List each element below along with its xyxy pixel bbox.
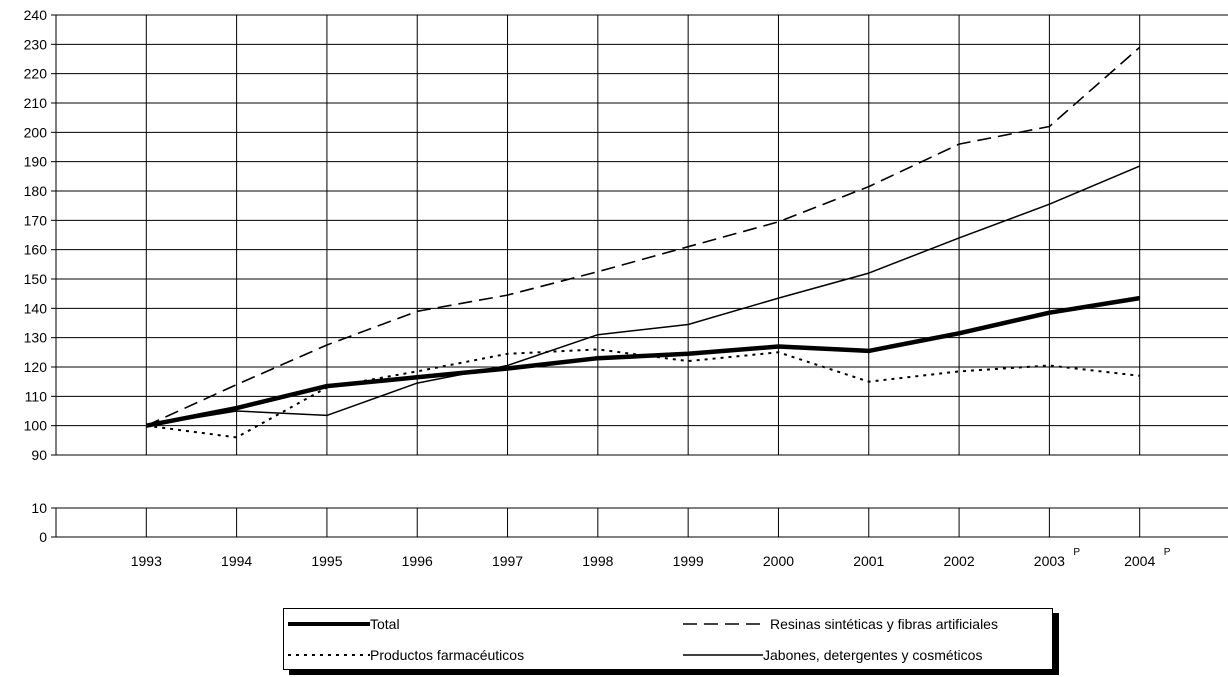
x-tick-label: 2004 <box>1124 553 1155 569</box>
y-tick-label: 200 <box>24 124 48 140</box>
y-tick-label-lower: 10 <box>31 500 47 516</box>
x-tick-label: 1993 <box>131 553 162 569</box>
x-tick-label: 2000 <box>763 553 794 569</box>
series-line-jabones-detergentes-y-cosmeticos <box>146 165 1140 427</box>
legend: Total Resinas sintéticas y fibras artifi… <box>283 608 1053 670</box>
y-tick-label: 160 <box>24 242 48 258</box>
legend-swatch-resinas <box>683 623 765 625</box>
tick-labels: 9010011012013014015016017018019020021022… <box>24 7 1171 569</box>
y-tick-label-lower: 0 <box>39 529 47 545</box>
y-tick-label: 140 <box>24 300 48 316</box>
y-tick-label: 190 <box>24 154 48 170</box>
x-tick-label: 2003 <box>1034 553 1065 569</box>
y-tick-label: 240 <box>24 7 48 23</box>
line-chart: 9010011012013014015016017018019020021022… <box>24 7 1228 569</box>
y-tick-label: 210 <box>24 95 48 111</box>
series-group <box>145 46 1141 439</box>
y-tick-label: 150 <box>24 271 48 287</box>
y-tick-label: 220 <box>24 66 48 82</box>
x-tick-label: 1996 <box>402 553 433 569</box>
legend-item-farmaceuticos: Productos farmacéuticos <box>288 643 524 667</box>
x-tick-label: 2001 <box>853 553 884 569</box>
series-line-resinas-sinteticas-y-fibras-artificiales <box>145 46 1141 427</box>
y-tick-label: 90 <box>31 447 47 463</box>
grid <box>56 14 1228 538</box>
legend-item-resinas: Resinas sintéticas y fibras artificiales <box>681 612 998 636</box>
y-tick-label: 100 <box>24 418 48 434</box>
legend-swatch-farmaceuticos <box>288 654 370 656</box>
legend-label-jabones: Jabones, detergentes y cosméticos <box>763 647 983 663</box>
x-tick-superscript: P <box>1164 547 1171 558</box>
legend-swatch-total <box>288 622 370 626</box>
x-tick-label: 1994 <box>221 553 252 569</box>
legend-item-jabones: Jabones, detergentes y cosméticos <box>681 643 982 667</box>
legend-label-resinas: Resinas sintéticas y fibras artificiales <box>770 616 998 632</box>
series-line-total <box>145 295 1141 428</box>
y-tick-label: 230 <box>24 36 48 52</box>
legend-item-total: Total <box>288 612 400 636</box>
y-tick-label: 180 <box>24 183 48 199</box>
y-tick-label: 110 <box>25 388 48 404</box>
legend-label-total: Total <box>370 616 400 632</box>
y-tick-label: 120 <box>24 359 48 375</box>
legend-label-farmaceuticos: Productos farmacéuticos <box>370 647 525 663</box>
y-tick-label: 170 <box>24 212 48 228</box>
x-tick-superscript: P <box>1073 547 1080 558</box>
x-tick-label: 1995 <box>311 553 342 569</box>
x-tick-label: 1998 <box>582 553 613 569</box>
legend-swatch-jabones <box>683 654 763 656</box>
x-tick-label: 1997 <box>492 553 523 569</box>
y-tick-label: 130 <box>24 330 48 346</box>
x-tick-label: 1999 <box>673 553 704 569</box>
x-tick-label: 2002 <box>943 553 974 569</box>
axes <box>51 14 57 538</box>
